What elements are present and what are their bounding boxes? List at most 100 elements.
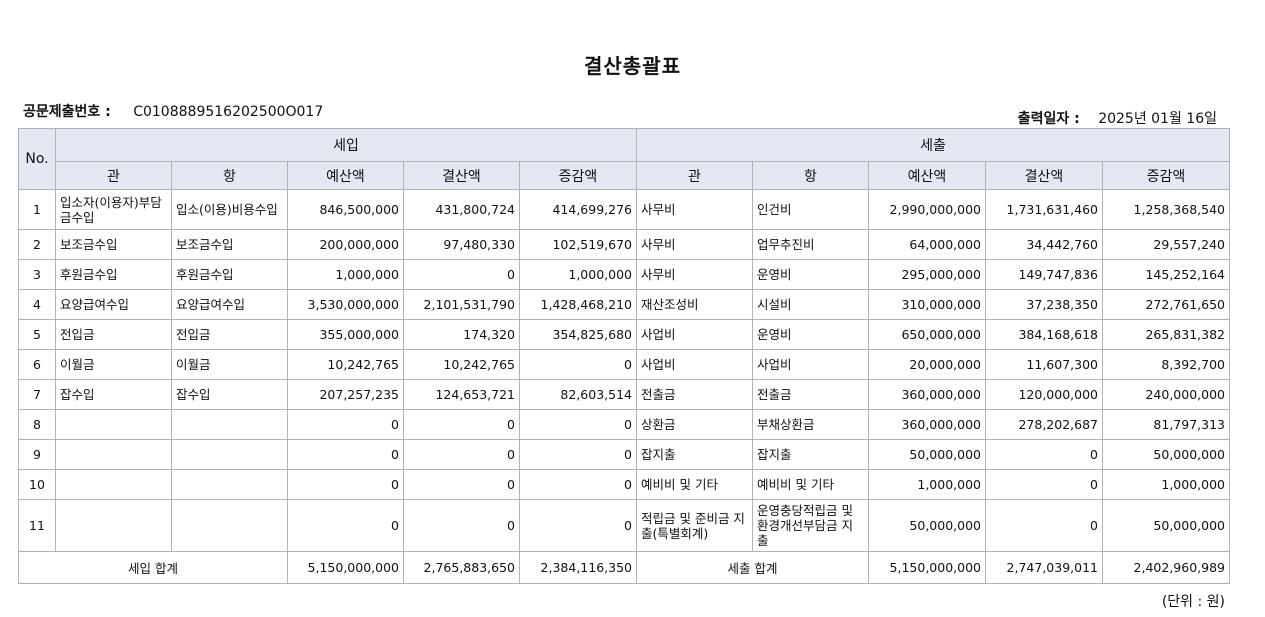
- cell-income-gwan: [55, 469, 172, 500]
- cell-income-budget: 0: [287, 499, 404, 552]
- cell-income-budget: 3,530,000,000: [287, 289, 404, 320]
- cell-no: 10: [18, 469, 56, 500]
- cell-expense-gwan: 잡지출: [636, 439, 753, 470]
- cell-income-hang: [171, 439, 288, 470]
- cell-income-diff: 1,000,000: [519, 259, 637, 290]
- cell-no: 3: [18, 259, 56, 290]
- cell-income-diff: 82,603,514: [519, 379, 637, 410]
- expense-total-diff: 2,402,960,989: [1102, 551, 1230, 584]
- cell-income-budget: 846,500,000: [287, 189, 404, 230]
- cell-expense-hang: 전출금: [752, 379, 869, 410]
- cell-expense-budget: 650,000,000: [868, 319, 986, 350]
- cell-expense-settled: 384,168,618: [985, 319, 1103, 350]
- cell-expense-diff: 50,000,000: [1102, 499, 1230, 552]
- col-header-expense-diff: 증감액: [1102, 161, 1230, 190]
- header-row-top: No. 세입 세출: [18, 128, 1230, 190]
- cell-income-settled: 124,653,721: [403, 379, 520, 410]
- cell-expense-diff: 272,761,650: [1102, 289, 1230, 320]
- cell-expense-diff: 1,258,368,540: [1102, 189, 1230, 230]
- cell-income-budget: 207,257,235: [287, 379, 404, 410]
- col-header-expense-hang: 항: [752, 161, 869, 190]
- header-row-sub: 관 항 예산액 결산액 증감액 관 항 예산액 결산액 증감액: [19, 161, 1230, 190]
- cell-expense-settled: 0: [985, 469, 1103, 500]
- cell-expense-hang: 인건비: [752, 189, 869, 230]
- cell-expense-settled: 11,607,300: [985, 349, 1103, 380]
- cell-income-budget: 355,000,000: [287, 319, 404, 350]
- cell-no: 5: [18, 319, 56, 350]
- table-row: 10 0 0 0 예비비 및 기타 예비비 및 기타 1,000,000 0 1,000,000: [18, 469, 1230, 500]
- cell-income-diff: 1,428,468,210: [519, 289, 637, 320]
- cell-income-hang: [171, 469, 288, 500]
- cell-expense-diff: 145,252,164: [1102, 259, 1230, 290]
- col-header-no: No.: [18, 128, 56, 190]
- col-header-income-gwan: 관: [55, 161, 172, 190]
- cell-income-settled: 0: [403, 409, 520, 440]
- cell-expense-settled: 1,731,631,460: [985, 189, 1103, 230]
- cell-income-gwan: 후원금수입: [55, 259, 172, 290]
- cell-income-hang: [171, 499, 288, 552]
- cell-income-budget: 1,000,000: [287, 259, 404, 290]
- cell-income-hang: 요양급여수입: [171, 289, 288, 320]
- cell-expense-budget: 2,990,000,000: [868, 189, 986, 230]
- cell-expense-diff: 240,000,000: [1102, 379, 1230, 410]
- cell-income-hang: 이월금: [171, 349, 288, 380]
- cell-income-diff: 354,825,680: [519, 319, 637, 350]
- cell-income-hang: 후원금수입: [171, 259, 288, 290]
- table-row: 6 이월금 이월금 10,242,765 10,242,765 0 사업비 사업비 20,000…: [18, 349, 1230, 380]
- cell-income-settled: 0: [403, 259, 520, 290]
- cell-income-hang: 보조금수입: [171, 229, 288, 260]
- cell-expense-gwan: 예비비 및 기타: [636, 469, 753, 500]
- col-header-expense-budget: 예산액: [868, 161, 986, 190]
- cell-expense-hang: 사업비: [752, 349, 869, 380]
- cell-expense-budget: 295,000,000: [868, 259, 986, 290]
- cell-expense-settled: 34,442,760: [985, 229, 1103, 260]
- income-total-diff: 2,384,116,350: [519, 551, 637, 584]
- totals-row: 세입 합계 5,150,000,000 2,765,883,650 2,384,…: [18, 551, 1230, 584]
- cell-expense-gwan: 사업비: [636, 349, 753, 380]
- col-header-expense-gwan: 관: [636, 161, 753, 190]
- cell-expense-gwan: 재산조성비: [636, 289, 753, 320]
- cell-expense-budget: 310,000,000: [868, 289, 986, 320]
- cell-income-settled: 174,320: [403, 319, 520, 350]
- cell-expense-diff: 29,557,240: [1102, 229, 1230, 260]
- cell-expense-budget: 360,000,000: [868, 409, 986, 440]
- cell-income-settled: 10,242,765: [403, 349, 520, 380]
- cell-expense-budget: 1,000,000: [868, 469, 986, 500]
- cell-income-settled: 0: [403, 469, 520, 500]
- cell-no: 4: [18, 289, 56, 320]
- cell-expense-diff: 81,797,313: [1102, 409, 1230, 440]
- income-total-label: 세입 합계: [18, 551, 288, 584]
- expense-total-label: 세출 합계: [636, 551, 869, 584]
- cell-income-settled: 2,101,531,790: [403, 289, 520, 320]
- cell-expense-budget: 50,000,000: [868, 439, 986, 470]
- cell-income-budget: 10,242,765: [287, 349, 404, 380]
- cell-income-settled: 431,800,724: [403, 189, 520, 230]
- cell-income-gwan: 전입금: [55, 319, 172, 350]
- cell-income-gwan: 잡수입: [55, 379, 172, 410]
- cell-expense-hang: 운영비: [752, 259, 869, 290]
- cell-income-gwan: 입소자(이용자)부담금수입: [55, 189, 172, 230]
- cell-income-settled: 0: [403, 499, 520, 552]
- cell-expense-gwan: 사무비: [636, 229, 753, 260]
- cell-income-gwan: [55, 409, 172, 440]
- expense-total-budget: 5,150,000,000: [868, 551, 986, 584]
- settlement-table: No. 세입 세출 관 항 예산액 결산액 증감액 관 항 예산액 결산액 증감…: [18, 128, 1230, 584]
- cell-income-hang: 입소(이용)비용수입: [171, 189, 288, 230]
- cell-expense-settled: 37,238,350: [985, 289, 1103, 320]
- cell-expense-settled: 0: [985, 439, 1103, 470]
- cell-income-hang: [171, 409, 288, 440]
- cell-income-settled: 0: [403, 439, 520, 470]
- cell-expense-gwan: 상환금: [636, 409, 753, 440]
- cell-income-diff: 0: [519, 409, 637, 440]
- cell-expense-budget: 20,000,000: [868, 349, 986, 380]
- table-row: 4 요양급여수입 요양급여수입 3,530,000,000 2,101,531,790 1…: [18, 289, 1230, 320]
- cell-expense-gwan: 적립금 및 준비금 지출(특별회계): [636, 499, 753, 552]
- cell-expense-gwan: 전출금: [636, 379, 753, 410]
- print-date: 출력일자 : 2025년 01월 16일: [1018, 108, 1217, 128]
- table-row: 5 전입금 전입금 355,000,000 174,320 354,825,680 사업비 운…: [18, 319, 1230, 350]
- cell-no: 11: [18, 499, 56, 552]
- unit-note: (단위 : 원): [1161, 594, 1225, 610]
- cell-expense-gwan: 사무비: [636, 259, 753, 290]
- cell-expense-hang: 잡지출: [752, 439, 869, 470]
- doc-number: 공문제출번호 : C0108889516202500O017: [23, 101, 323, 121]
